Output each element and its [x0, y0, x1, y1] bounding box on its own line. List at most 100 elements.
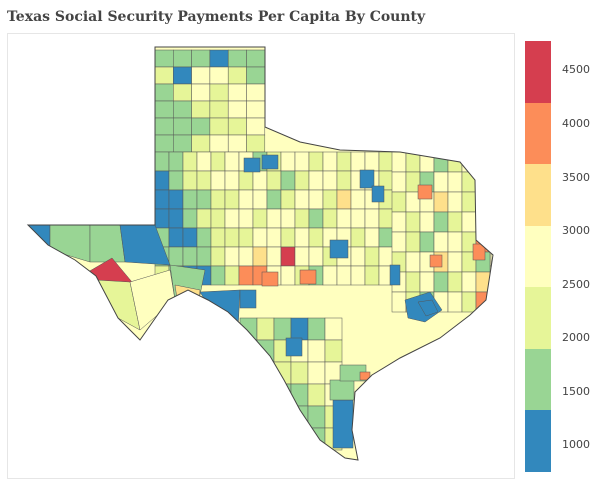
county[interactable]: [476, 170, 492, 191]
county[interactable]: [433, 211, 449, 233]
county[interactable]: [294, 227, 310, 248]
county[interactable]: [227, 49, 247, 68]
county[interactable]: [475, 291, 491, 313]
county[interactable]: [285, 337, 303, 357]
county[interactable]: [256, 427, 275, 451]
county[interactable]: [307, 317, 326, 341]
county[interactable]: [173, 66, 192, 85]
county[interactable]: [209, 134, 229, 153]
county[interactable]: [252, 246, 268, 267]
county[interactable]: [419, 271, 435, 293]
county[interactable]: [209, 66, 229, 85]
county[interactable]: [294, 208, 310, 229]
county[interactable]: [209, 100, 229, 119]
county[interactable]: [196, 151, 212, 172]
county[interactable]: [433, 171, 449, 193]
county[interactable]: [154, 189, 170, 210]
county[interactable]: [391, 191, 407, 213]
county[interactable]: [329, 379, 355, 401]
county[interactable]: [191, 100, 211, 119]
county[interactable]: [280, 189, 296, 210]
county[interactable]: [350, 265, 366, 286]
county[interactable]: [173, 100, 192, 119]
county[interactable]: [273, 317, 292, 341]
county[interactable]: [447, 211, 463, 233]
county[interactable]: [173, 83, 192, 102]
county[interactable]: [308, 246, 324, 267]
county[interactable]: [461, 191, 477, 213]
county[interactable]: [196, 227, 212, 248]
county[interactable]: [476, 189, 492, 210]
county[interactable]: [391, 171, 407, 193]
county[interactable]: [239, 289, 257, 309]
county[interactable]: [447, 171, 463, 193]
county[interactable]: [154, 83, 174, 102]
county[interactable]: [252, 170, 268, 191]
county[interactable]: [405, 251, 421, 273]
county[interactable]: [405, 211, 421, 233]
county[interactable]: [256, 405, 275, 429]
county[interactable]: [238, 265, 254, 286]
county[interactable]: [224, 208, 240, 229]
county[interactable]: [173, 49, 192, 68]
county[interactable]: [196, 170, 212, 191]
county[interactable]: [261, 271, 279, 287]
county[interactable]: [350, 246, 366, 267]
county[interactable]: [224, 246, 240, 267]
county[interactable]: [224, 189, 240, 210]
county[interactable]: [417, 299, 439, 317]
county[interactable]: [364, 208, 380, 229]
county[interactable]: [168, 246, 184, 267]
county[interactable]: [350, 189, 366, 210]
county[interactable]: [378, 246, 394, 267]
county[interactable]: [182, 170, 198, 191]
county[interactable]: [224, 151, 240, 172]
county[interactable]: [261, 154, 279, 170]
county[interactable]: [419, 231, 435, 253]
county[interactable]: [196, 189, 212, 210]
county[interactable]: [209, 83, 229, 102]
county[interactable]: [168, 189, 184, 210]
county[interactable]: [191, 49, 211, 68]
county[interactable]: [290, 361, 309, 385]
county[interactable]: [433, 231, 449, 253]
county[interactable]: [336, 208, 352, 229]
county[interactable]: [405, 231, 421, 253]
county[interactable]: [168, 151, 184, 172]
county[interactable]: [210, 246, 226, 267]
county[interactable]: [239, 339, 258, 363]
county[interactable]: [419, 211, 435, 233]
county[interactable]: [209, 49, 229, 68]
county[interactable]: [173, 134, 192, 153]
county[interactable]: [182, 208, 198, 229]
county[interactable]: [210, 189, 226, 210]
county[interactable]: [239, 317, 258, 341]
county[interactable]: [280, 208, 296, 229]
county[interactable]: [336, 189, 352, 210]
county[interactable]: [238, 208, 254, 229]
county[interactable]: [238, 246, 254, 267]
county[interactable]: [224, 265, 240, 286]
county[interactable]: [210, 208, 226, 229]
county[interactable]: [475, 191, 491, 213]
county[interactable]: [307, 427, 326, 451]
county[interactable]: [475, 151, 491, 173]
county[interactable]: [359, 371, 371, 381]
county[interactable]: [308, 227, 324, 248]
county[interactable]: [280, 151, 296, 172]
county[interactable]: [475, 211, 491, 233]
county[interactable]: [266, 170, 282, 191]
county[interactable]: [389, 264, 401, 286]
county[interactable]: [472, 243, 486, 261]
county[interactable]: [273, 427, 292, 451]
county[interactable]: [191, 83, 211, 102]
county[interactable]: [332, 399, 354, 449]
county[interactable]: [252, 189, 268, 210]
county[interactable]: [266, 246, 282, 267]
county[interactable]: [391, 231, 407, 253]
county[interactable]: [336, 265, 352, 286]
county[interactable]: [350, 151, 366, 172]
county[interactable]: [378, 208, 394, 229]
county[interactable]: [154, 151, 170, 172]
